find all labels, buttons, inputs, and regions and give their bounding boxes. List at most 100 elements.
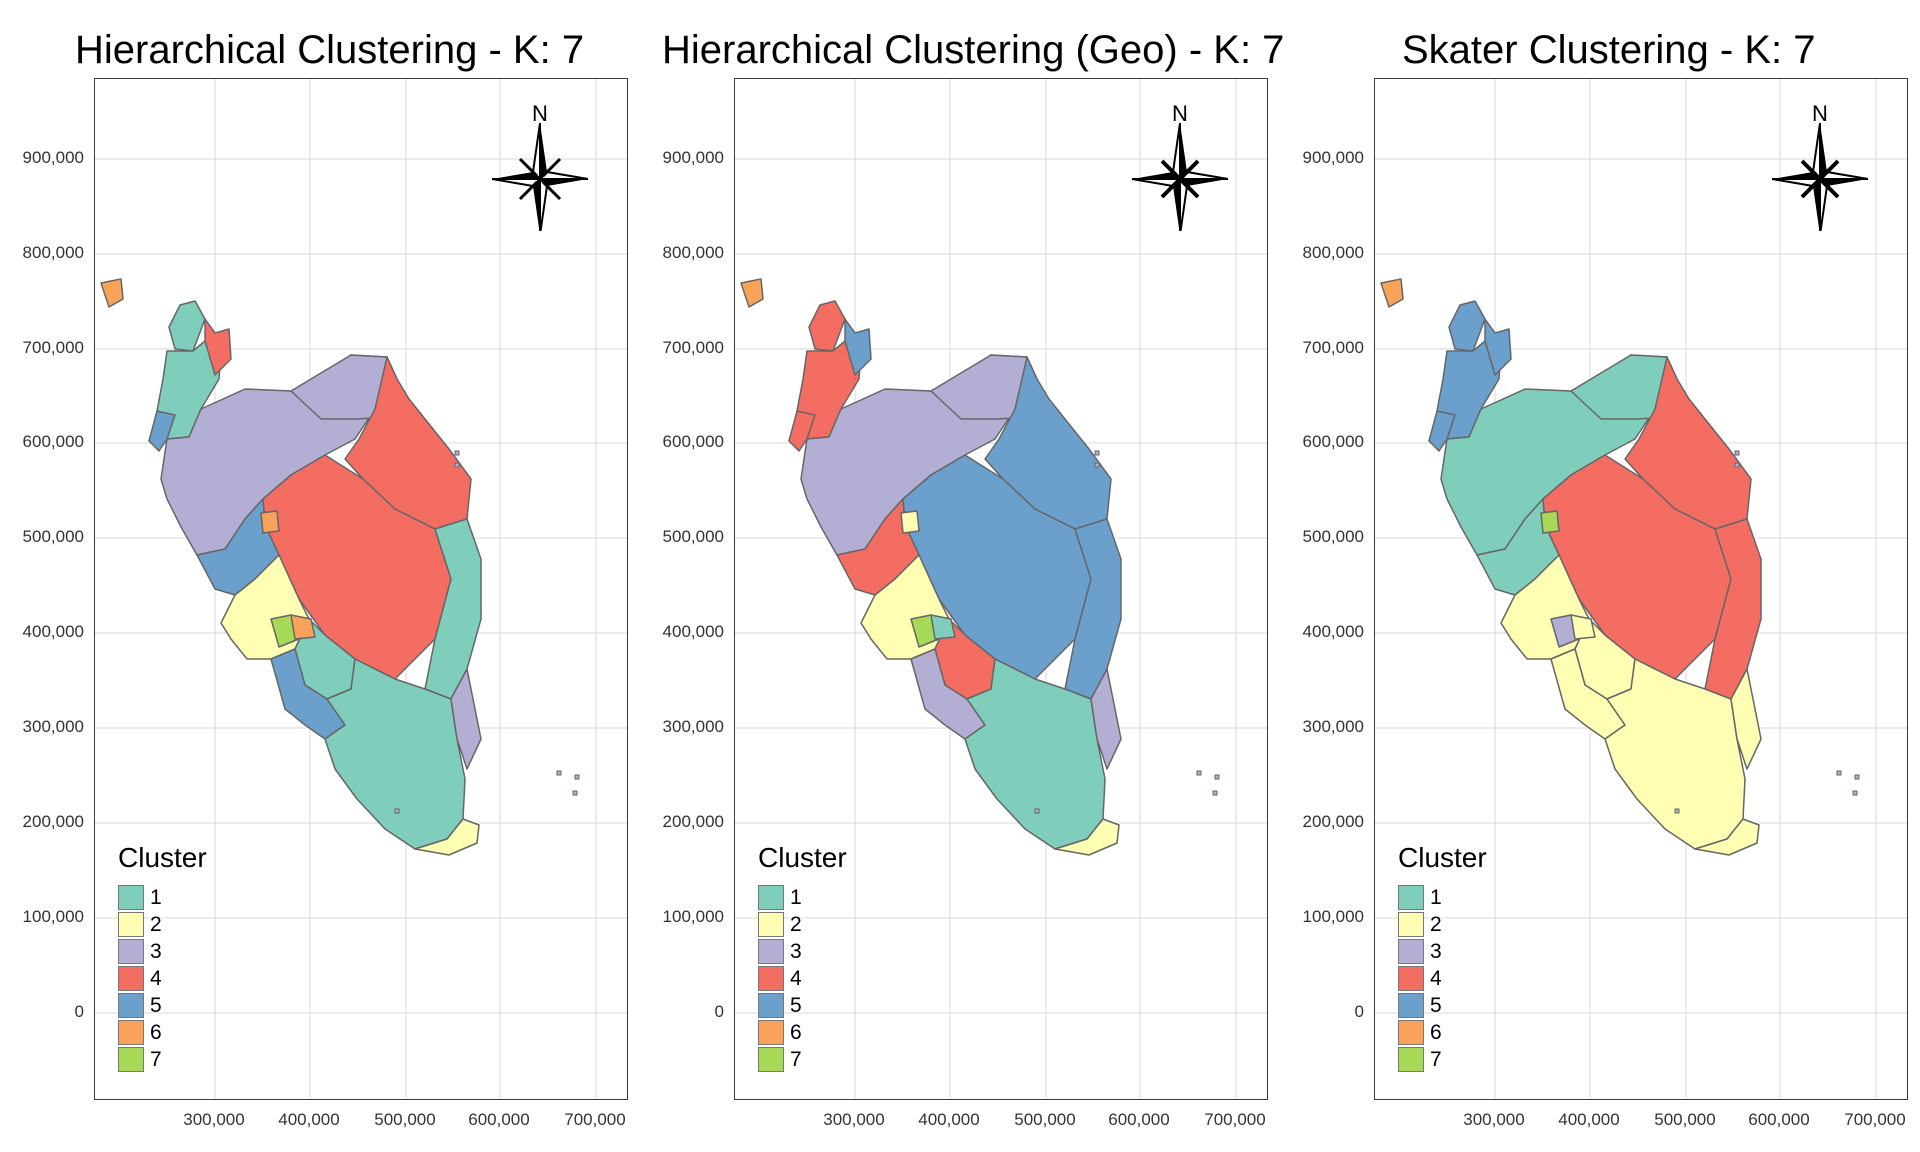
region-tip xyxy=(1054,818,1120,856)
offshore-island xyxy=(1836,770,1842,776)
cluster-legend: Cluster 1 2 3 4 5 6 7 xyxy=(758,842,847,1073)
y-tick-label: 700,000 xyxy=(1302,338,1364,357)
legend-label: 3 xyxy=(1430,939,1442,963)
region-east-south xyxy=(450,668,482,770)
legend-label: 5 xyxy=(150,993,162,1017)
legend-swatch xyxy=(758,966,784,991)
region-island xyxy=(1380,278,1404,308)
legend-label: 2 xyxy=(790,912,802,936)
y-tick-label: 600,000 xyxy=(662,432,724,451)
legend-title: Cluster xyxy=(1398,842,1487,873)
x-tick-label: 400,000 xyxy=(918,1110,980,1129)
legend-swatch xyxy=(758,993,784,1018)
y-tick-label: 500,000 xyxy=(22,527,84,546)
panel-title: Hierarchical Clustering (Geo) - K: 7 xyxy=(662,28,1285,72)
region-west-central xyxy=(196,498,280,596)
legend-label: 4 xyxy=(790,966,802,990)
region-north-central xyxy=(844,318,872,376)
x-tick-label: 700,000 xyxy=(564,1110,626,1129)
region-west-central xyxy=(836,498,920,596)
x-tick-label: 500,000 xyxy=(1654,1110,1716,1129)
map-frame: N xyxy=(94,78,628,1100)
y-tick-label: 800,000 xyxy=(1302,243,1364,262)
peninsular-map xyxy=(1375,79,1907,1099)
region-inland-pocket xyxy=(260,510,280,534)
x-tick-label: 600,000 xyxy=(468,1110,530,1129)
legend-swatch xyxy=(118,1047,144,1072)
legend-label: 7 xyxy=(790,1047,802,1071)
legend-item: 4 xyxy=(758,965,847,992)
region-upper-west xyxy=(148,410,176,452)
y-tick-label: 900,000 xyxy=(1302,148,1364,167)
legend-label: 5 xyxy=(790,993,802,1017)
y-tick-label: 600,000 xyxy=(1302,432,1364,451)
legend-items: 1 2 3 4 5 6 7 xyxy=(1398,884,1487,1073)
cluster-legend: Cluster 1 2 3 4 5 6 7 xyxy=(118,842,207,1073)
y-tick-label: 200,000 xyxy=(22,812,84,831)
legend-item: 2 xyxy=(1398,911,1487,938)
x-tick-label: 300,000 xyxy=(823,1110,885,1129)
compass-rose-icon xyxy=(491,122,589,231)
legend-label: 1 xyxy=(150,885,162,909)
offshore-island xyxy=(1196,770,1202,776)
offshore-island xyxy=(1214,774,1220,780)
y-tick-label: 100,000 xyxy=(662,907,724,926)
map-frame: N xyxy=(734,78,1268,1100)
y-tick-label: 800,000 xyxy=(22,243,84,262)
legend-item: 3 xyxy=(118,938,207,965)
region-inland-pocket xyxy=(900,510,920,534)
legend-label: 3 xyxy=(790,939,802,963)
legend-swatch xyxy=(118,966,144,991)
offshore-island xyxy=(556,770,562,776)
legend-swatch xyxy=(1398,966,1424,991)
legend-item: 1 xyxy=(118,884,207,911)
y-tick-label: 700,000 xyxy=(662,338,724,357)
region-west-central xyxy=(1476,498,1560,596)
region-south-pocket xyxy=(290,614,316,640)
offshore-island xyxy=(1734,450,1740,456)
legend-item: 3 xyxy=(1398,938,1487,965)
region-inland-pocket xyxy=(1540,510,1560,534)
region-island xyxy=(100,278,124,308)
region-far-northwest xyxy=(808,300,846,352)
legend-label: 7 xyxy=(150,1047,162,1071)
north-arrow: N xyxy=(485,101,595,231)
y-tick-label: 300,000 xyxy=(662,717,724,736)
legend-items: 1 2 3 4 5 6 7 xyxy=(118,884,207,1073)
legend-label: 4 xyxy=(150,966,162,990)
map-panel-2: Hierarchical Clustering (Geo) - K: 7 900… xyxy=(640,0,1284,1152)
legend-swatch xyxy=(758,1020,784,1045)
region-tip xyxy=(414,818,480,856)
y-tick-label: 900,000 xyxy=(662,148,724,167)
cluster-legend: Cluster 1 2 3 4 5 6 7 xyxy=(1398,842,1487,1073)
legend-swatch xyxy=(758,885,784,910)
legend-label: 3 xyxy=(150,939,162,963)
legend-swatch xyxy=(758,912,784,937)
y-tick-label: 500,000 xyxy=(1302,527,1364,546)
legend-item: 5 xyxy=(758,992,847,1019)
legend-item: 1 xyxy=(1398,884,1487,911)
offshore-island xyxy=(1034,808,1040,814)
x-tick-label: 500,000 xyxy=(1014,1110,1076,1129)
legend-swatch xyxy=(118,885,144,910)
legend-swatch xyxy=(1398,1020,1424,1045)
offshore-island xyxy=(1734,462,1740,468)
offshore-island xyxy=(1852,790,1858,796)
offshore-island xyxy=(1674,808,1680,814)
legend-swatch xyxy=(758,1047,784,1072)
compass-rose-icon xyxy=(1771,122,1869,231)
legend-title: Cluster xyxy=(118,842,207,873)
legend-item: 1 xyxy=(758,884,847,911)
x-tick-label: 400,000 xyxy=(278,1110,340,1129)
legend-label: 2 xyxy=(1430,912,1442,936)
legend-label: 5 xyxy=(1430,993,1442,1017)
region-upper-west xyxy=(1428,410,1456,452)
region-east-south xyxy=(1090,668,1122,770)
north-label: N xyxy=(1172,101,1188,126)
region-tip xyxy=(1694,818,1760,856)
offshore-island xyxy=(572,790,578,796)
region-south-pocket xyxy=(930,614,956,640)
offshore-island xyxy=(454,462,460,468)
north-arrow: N xyxy=(1765,101,1875,231)
legend-swatch xyxy=(1398,912,1424,937)
